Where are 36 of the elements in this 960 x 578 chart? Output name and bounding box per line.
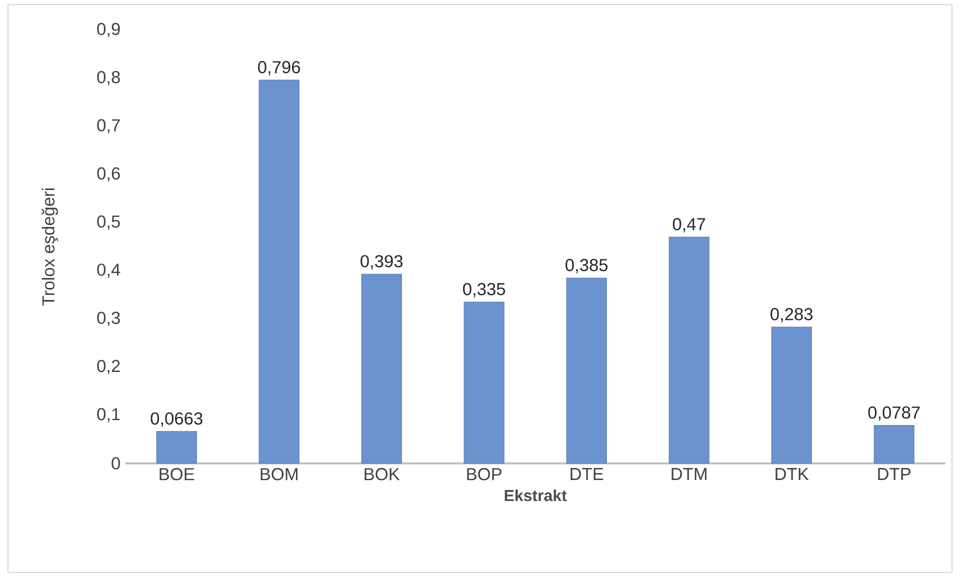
data-label: 0,796 — [258, 61, 300, 76]
bar — [668, 236, 710, 464]
bar — [361, 274, 402, 464]
y-tick-label: 0 — [112, 457, 120, 470]
x-tick-label: DTK — [776, 468, 809, 480]
data-label: 0,47 — [672, 218, 706, 232]
data-label: 0,385 — [566, 258, 608, 274]
y-tick-label: 0,7 — [97, 119, 120, 134]
data-label: 0,335 — [463, 282, 506, 298]
x-tick-label: DTP — [878, 468, 910, 480]
y-tick-label: 0,5 — [97, 215, 120, 230]
bar — [464, 302, 504, 464]
data-label: 0,283 — [770, 308, 813, 322]
x-tick-label: BOP — [467, 468, 502, 480]
data-label: 0,0787 — [868, 406, 920, 421]
x-tick-label: BOK — [364, 468, 400, 480]
y-tick-label: 0,4 — [97, 264, 120, 278]
bar — [874, 425, 914, 464]
x-tick-label: BOM — [260, 468, 298, 480]
data-label: 0,393 — [360, 255, 403, 270]
bar — [771, 326, 812, 464]
x-tick-label: DTE — [570, 468, 604, 480]
y-tick-label: 0,8 — [97, 70, 120, 86]
x-tick-label: BOE — [160, 468, 194, 480]
data-label: 0,0663 — [150, 412, 202, 427]
y-tick-label: 0,9 — [97, 22, 120, 38]
bar — [156, 431, 197, 464]
bar — [258, 80, 300, 464]
y-tick-label: 0,6 — [97, 167, 120, 182]
x-axis-title: Ekstrakt — [504, 489, 567, 502]
x-tick-label: DTM — [672, 468, 706, 480]
bar — [566, 278, 607, 464]
y-tick-label: 0,2 — [97, 360, 120, 374]
y-axis-title: Trolox eşdeğeri — [42, 188, 58, 306]
y-tick-label: 0,3 — [97, 312, 120, 326]
y-tick-label: 0,1 — [97, 408, 120, 422]
